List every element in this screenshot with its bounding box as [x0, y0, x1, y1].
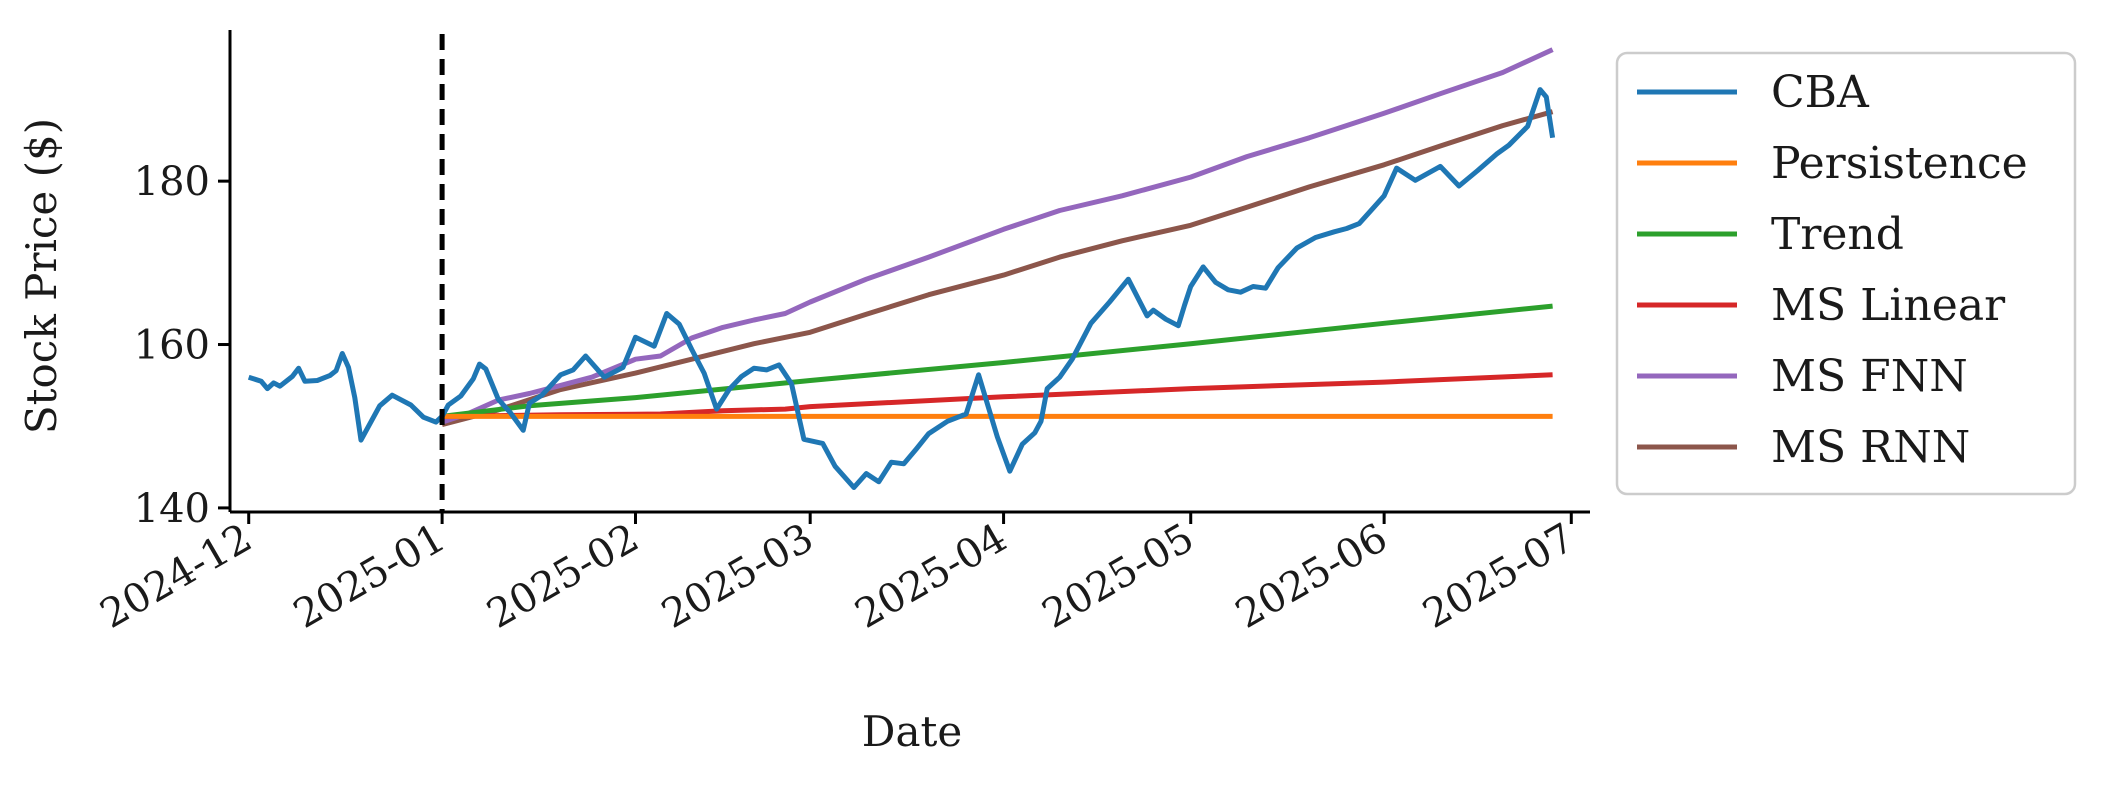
legend-label-persistence: Persistence: [1771, 138, 2028, 189]
y-ticks: 140 160 180: [134, 159, 230, 532]
y-tick-label: 180: [134, 159, 210, 205]
x-tick-label: 2025-06: [1228, 515, 1395, 638]
legend-label-trend: Trend: [1771, 209, 1904, 260]
legend-label-cba: CBA: [1771, 67, 1870, 118]
y-tick-label: 160: [134, 323, 210, 369]
legend-label-ms-rnn: MS RNN: [1771, 422, 1970, 473]
y-tick-label: 140: [134, 486, 210, 532]
x-tick-label: 2025-02: [480, 515, 647, 638]
x-axis-title: Date: [862, 707, 962, 756]
series-line-ms-fnn: [441, 47, 1554, 425]
x-tick-label: 2024-12: [93, 515, 260, 638]
x-tick-label: 2025-07: [1415, 515, 1582, 638]
series-line-trend: [441, 303, 1553, 419]
y-axis-title: Stock Price ($): [17, 118, 66, 434]
axes: [228, 30, 1590, 514]
legend-label-ms-fnn: MS FNN: [1771, 351, 1968, 402]
x-tick-label: 2025-04: [848, 515, 1015, 638]
x-ticks: 2024-12 2025-01 2025-02 2025-03 2025-04 2025-…: [93, 512, 1582, 638]
x-tick-label: 2025-03: [654, 515, 821, 638]
x-tick-label: 2025-05: [1035, 515, 1202, 638]
series-line-ms-rnn: [441, 109, 1554, 428]
series-line-cba: [247, 87, 1556, 490]
plot-lines: [247, 34, 1556, 512]
legend: CBA Persistence Trend MS Linear MS FNN MS RNN: [1615, 51, 2077, 496]
x-tick-label: 2025-01: [286, 515, 453, 638]
legend-label-ms-linear: MS Linear: [1771, 280, 2006, 331]
